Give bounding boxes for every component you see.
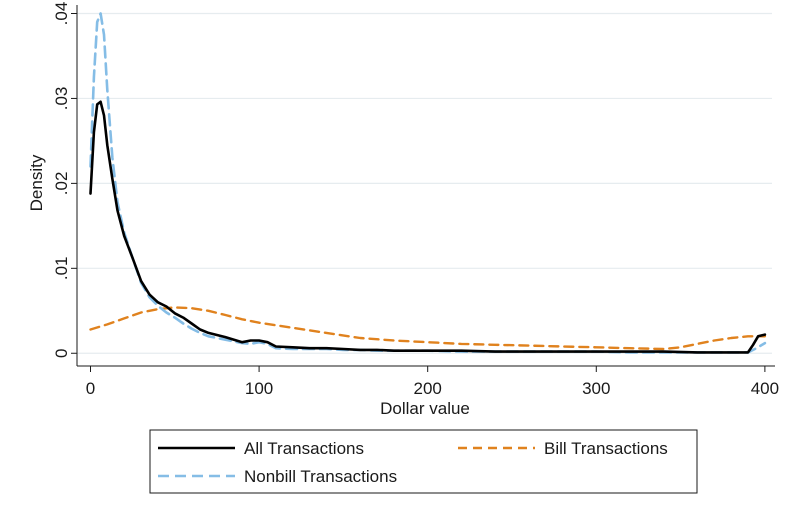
x-tick-label-3: 300 — [582, 379, 610, 398]
x-tick-label-1: 100 — [245, 379, 273, 398]
y-tick-label-0: 0 — [52, 349, 71, 358]
legend-label-nonbill: Nonbill Transactions — [244, 467, 397, 486]
series-line-0 — [89, 100, 767, 354]
axes-layer — [76, 5, 775, 367]
x-tick-label-2: 200 — [413, 379, 441, 398]
legend: All Transactions Bill Transactions Nonbi… — [149, 429, 698, 494]
legend-label-all: All Transactions — [244, 439, 364, 458]
x-tick-label-0: 0 — [86, 379, 95, 398]
y-tick-label-3: .03 — [52, 87, 71, 111]
y-tick-label-1: .01 — [52, 256, 71, 280]
y-tick-label-2: .02 — [52, 172, 71, 196]
ticks-layer: 0 .01 .02 .03 .04 0 100 200 300 400 — [52, 2, 779, 398]
series-layer — [89, 12, 767, 354]
y-axis-title: Density — [27, 154, 46, 211]
y-tick-label-4: .04 — [52, 2, 71, 26]
x-tick-label-4: 400 — [751, 379, 779, 398]
grid-layer — [77, 12, 772, 354]
legend-box — [149, 429, 698, 494]
legend-label-bill: Bill Transactions — [544, 439, 668, 458]
x-axis-title: Dollar value — [380, 399, 470, 418]
